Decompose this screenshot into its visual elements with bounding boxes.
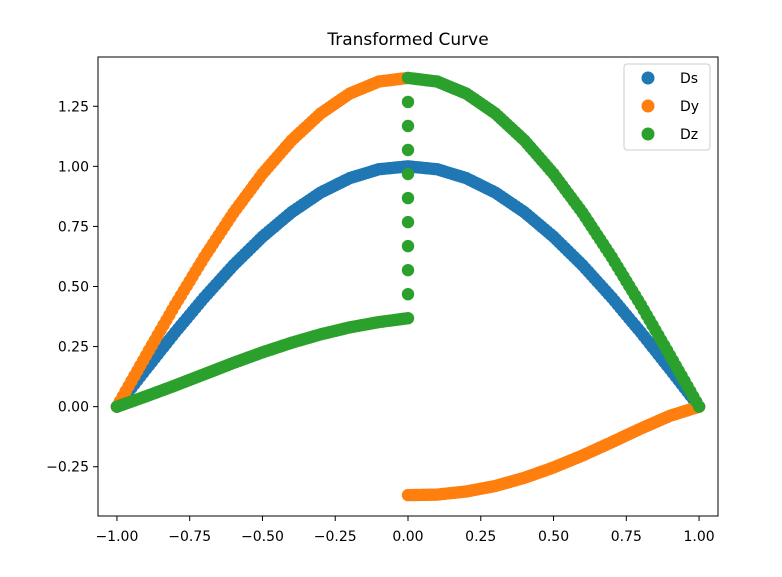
x-tick-label: −1.00 [95,529,138,545]
legend-marker-ds [641,71,655,85]
x-tick-label: 0.25 [465,529,496,545]
x-tick-label: 0.75 [611,529,642,545]
y-tick-label: 0.00 [58,400,89,416]
x-tick-label: −0.50 [241,529,284,545]
point-dz-102 [401,263,415,277]
point-dz-101 [401,287,415,301]
legend-marker-dz [641,127,655,141]
point-dz-104 [401,215,415,229]
x-tick-label: −0.25 [314,529,357,545]
legend: Ds Dy Dz [623,63,711,151]
point-dz-107 [401,143,415,157]
legend-label-dy: Dy [680,99,699,115]
point-dz-109 [401,95,415,109]
series-dy [110,71,706,502]
legend-label-ds: Ds [680,71,698,87]
series-dz [110,71,706,413]
series-layer [110,71,706,502]
y-tick-label: 1.00 [58,159,89,175]
chart-title: Transformed Curve [326,30,488,50]
x-tick-label: 0.00 [392,529,423,545]
point-dz-100 [401,312,415,325]
legend-marker-dy [641,99,655,113]
y-tick-label: 0.50 [58,280,89,296]
legend-label-dz: Dz [680,127,698,143]
point-dz-103 [401,239,415,253]
point-dz-108 [401,119,415,133]
x-tick-label: −0.75 [168,529,211,545]
x-tick-label: 0.50 [538,529,569,545]
x-tick-label: 1.00 [683,529,714,545]
y-tick-label: 1.25 [58,99,89,115]
point-dz-106 [401,167,415,181]
y-tick-label: 0.25 [58,340,89,356]
y-tick-label: −0.25 [46,460,89,476]
axis-layer: −1.00 −0.75 −0.50 −0.25 0.00 0.25 0.50 0.75 1.00… [46,56,719,545]
point-dz-105 [401,191,415,205]
point-dz-210 [692,400,706,413]
y-tick-label: 0.75 [58,219,89,235]
